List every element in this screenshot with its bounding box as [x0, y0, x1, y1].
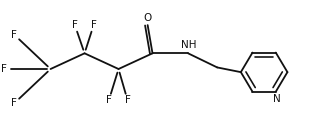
Text: O: O: [143, 13, 151, 23]
Text: F: F: [91, 20, 97, 30]
Text: F: F: [125, 95, 131, 105]
Text: F: F: [1, 64, 6, 74]
Text: N: N: [273, 94, 281, 104]
Text: F: F: [11, 99, 17, 108]
Text: NH: NH: [181, 39, 196, 50]
Text: F: F: [72, 20, 78, 30]
Text: F: F: [11, 30, 17, 39]
Text: F: F: [106, 95, 112, 105]
